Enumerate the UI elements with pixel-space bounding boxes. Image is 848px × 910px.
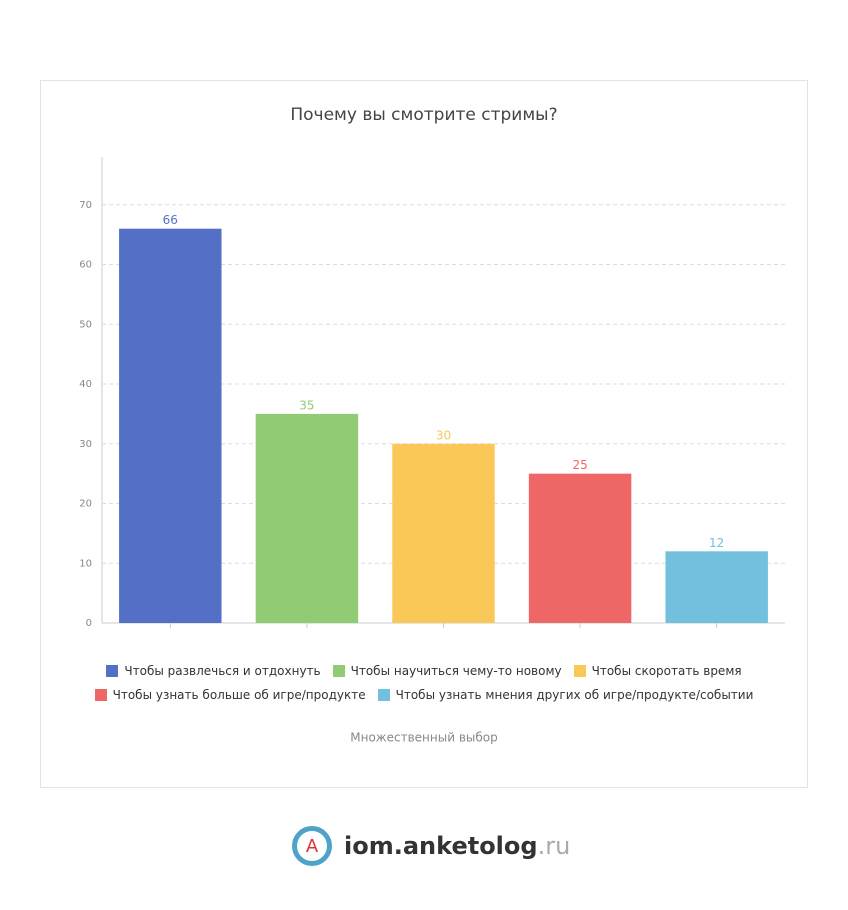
legend-label: Чтобы узнать мнения других об игре/проду… xyxy=(395,688,754,702)
legend-item[interactable]: Чтобы развлечься и отдохнуть xyxy=(106,662,321,680)
legend-swatch xyxy=(332,665,345,677)
legend-item[interactable]: Чтобы скоротать время xyxy=(573,662,742,680)
legend-label: Чтобы развлечься и отдохнуть xyxy=(124,664,321,678)
legend-swatch xyxy=(377,689,390,701)
y-tick-label: 70 xyxy=(79,200,92,211)
y-tick-label: 40 xyxy=(79,379,92,390)
value-label: 35 xyxy=(299,398,314,412)
y-tick-label: 0 xyxy=(86,618,92,629)
y-tick-label: 10 xyxy=(79,558,92,569)
legend-swatch xyxy=(106,665,119,677)
legend-swatch xyxy=(94,689,107,701)
bar xyxy=(528,473,632,623)
value-label: 25 xyxy=(572,458,587,472)
y-tick-label: 60 xyxy=(79,260,92,271)
bar xyxy=(255,413,359,623)
legend-item[interactable]: Чтобы узнать мнения других об игре/проду… xyxy=(377,686,754,704)
y-tick-label: 20 xyxy=(79,499,92,510)
legend: Чтобы развлечься и отдохнуть Чтобы научит… xyxy=(84,662,764,704)
y-tick-label: 30 xyxy=(79,439,92,450)
bar xyxy=(392,443,495,623)
value-label: 12 xyxy=(709,536,724,550)
y-tick-label: 50 xyxy=(79,319,92,330)
legend-label: Чтобы скоротать время xyxy=(591,664,742,678)
bar xyxy=(119,228,222,623)
chart: Почему вы смотрите стримы? Множественный… xyxy=(79,105,785,745)
logo-suffix: .ru xyxy=(537,832,571,860)
chart-card xyxy=(40,80,808,788)
bar xyxy=(665,551,768,623)
footnote: Множественный выбор xyxy=(350,731,497,745)
legend-swatch xyxy=(573,665,586,677)
chart-title: Почему вы смотрите стримы? xyxy=(290,105,557,125)
legend-item[interactable]: Чтобы узнать больше об игре/продукте xyxy=(94,686,366,704)
legend-item[interactable]: Чтобы научиться чему-то новому xyxy=(332,662,562,680)
logo: A iom.anketolog .ru xyxy=(292,826,570,866)
value-label: 66 xyxy=(163,213,178,227)
value-label: 30 xyxy=(436,428,451,442)
logo-main: iom.anketolog xyxy=(344,832,538,860)
legend-label: Чтобы научиться чему-то новому xyxy=(350,664,562,678)
legend-label: Чтобы узнать больше об игре/продукте xyxy=(112,688,366,702)
logo-icon: A xyxy=(292,826,332,866)
